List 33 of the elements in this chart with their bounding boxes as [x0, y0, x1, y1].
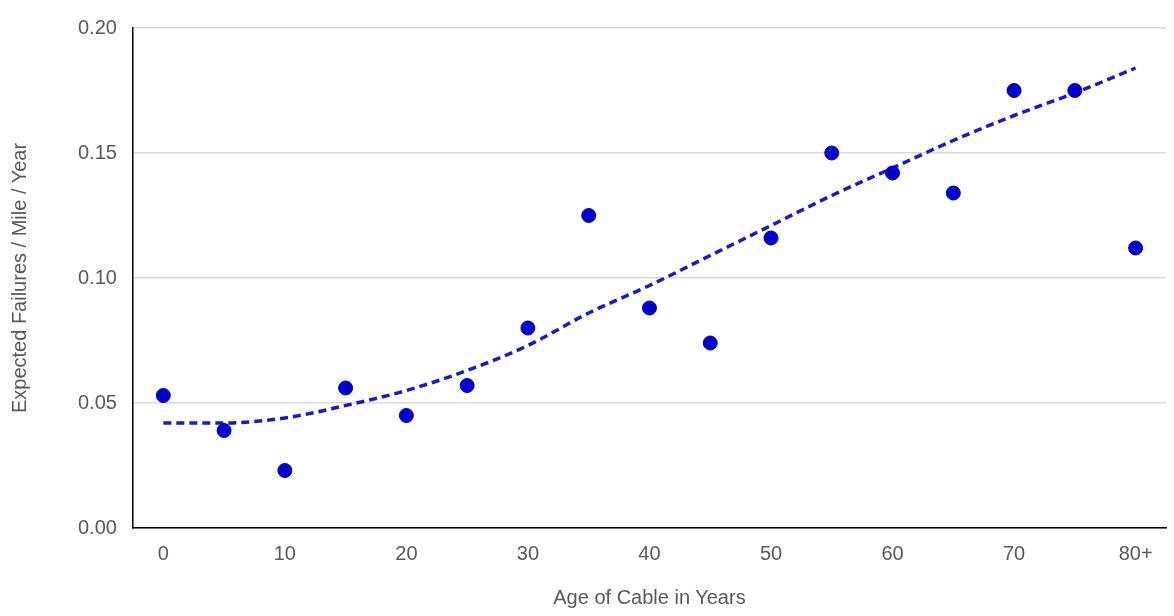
point	[702, 335, 718, 351]
x-tick-label: 60	[881, 541, 904, 564]
y-tick-label: 0.15	[77, 140, 117, 163]
point	[763, 230, 779, 246]
point	[398, 408, 414, 423]
x-tick-label: 10	[273, 541, 296, 564]
point	[1006, 83, 1022, 98]
point	[1128, 240, 1144, 256]
point	[216, 423, 232, 438]
x-tick-label: 20	[395, 541, 418, 564]
point	[520, 320, 536, 336]
point	[885, 165, 901, 181]
y-axis-title: Expected Failures / Mile / Year	[7, 142, 30, 414]
x-tick-label: 80+	[1118, 541, 1153, 564]
y-tick-label: 0.00	[77, 515, 117, 538]
x-tick-label: 50	[759, 541, 783, 564]
point	[459, 378, 475, 393]
y-tick-label: 0.05	[77, 390, 117, 413]
point	[277, 463, 293, 478]
x-axis-title: Age of Cable in Years	[553, 585, 746, 608]
y-tick-label: 0.20	[77, 15, 117, 38]
x-tick-label: 30	[516, 541, 540, 564]
point	[338, 380, 354, 396]
point	[1067, 83, 1083, 98]
y-tick-label: 0.10	[77, 265, 117, 288]
point	[155, 388, 171, 403]
x-tick-label: 70	[1002, 541, 1026, 564]
point	[945, 185, 961, 201]
x-tick-label: 40	[638, 541, 661, 564]
point	[581, 208, 597, 223]
point	[641, 300, 657, 316]
x-tick-label: 0	[157, 541, 169, 564]
point	[824, 145, 840, 161]
